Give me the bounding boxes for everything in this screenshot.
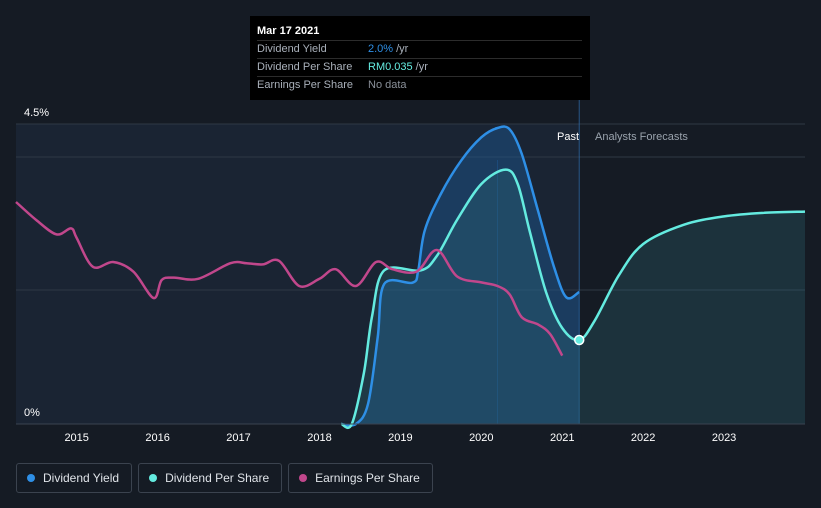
axes: 2015 2016 2017 2018 2019 2020 2021 2022 2023 4.5%…: [16, 107, 805, 444]
tooltip: Mar 17 2021 Dividend Yield 2.0% /yr Divi…: [250, 16, 590, 100]
x-tick-label: 2017: [226, 432, 250, 444]
tooltip-row-value: 2.0%: [368, 43, 394, 55]
markers: [573, 334, 585, 346]
earnings-per-share-line: [15, 201, 564, 357]
tooltip-row-unit: /yr: [396, 43, 409, 55]
x-tick-label: 2018: [307, 432, 331, 444]
legend-label: Dividend Yield: [43, 471, 120, 485]
past-label: Past: [557, 131, 579, 143]
analysts-forecasts-label: Analysts Forecasts: [595, 131, 688, 143]
series-lines: [15, 125, 806, 430]
legend-label: Dividend Per Share: [165, 471, 270, 485]
tooltip-row-label: Earnings Per Share: [257, 79, 353, 91]
legend-dot-icon: [299, 474, 308, 482]
y-axis-bottom-label: 0%: [24, 407, 40, 419]
x-tick-label: 2021: [550, 432, 574, 444]
dividend-per-share-line: [340, 168, 806, 430]
x-tick-label: 2020: [469, 432, 493, 444]
y-axis-top-label: 4.5%: [24, 107, 49, 119]
legend-item-dividend-yield[interactable]: Dividend Yield: [16, 463, 133, 493]
tooltip-row-label: Dividend Per Share: [257, 61, 353, 73]
legend: Dividend Yield Dividend Per Share Earnin…: [16, 463, 439, 493]
dividend-yield-line: [341, 125, 580, 427]
highlight-point: [573, 334, 585, 346]
x-tick-label: 2016: [145, 432, 169, 444]
legend-item-earnings-per-share[interactable]: Earnings Per Share: [288, 463, 433, 493]
tooltip-row-unit: /yr: [415, 61, 428, 73]
legend-dot-icon: [27, 474, 35, 482]
tooltip-date: Mar 17 2021: [257, 25, 320, 37]
tooltip-row-value: RM0.035: [368, 61, 413, 73]
tooltip-row-label: Dividend Yield: [257, 43, 327, 55]
dividend-per-share-area: [341, 169, 805, 428]
past-region-background: [16, 124, 580, 424]
tooltip-row-dividend-yield: Dividend Yield 2.0% /yr: [257, 40, 582, 58]
tooltip-row-value: No data: [368, 79, 407, 91]
series-areas: [341, 126, 805, 428]
x-tick-label: 2015: [64, 432, 88, 444]
x-tick-label: 2022: [631, 432, 655, 444]
legend-label: Earnings Per Share: [315, 471, 420, 485]
x-tick-label: 2023: [712, 432, 736, 444]
legend-dot-icon: [149, 474, 158, 482]
tooltip-row-dividend-per-share: Dividend Per Share RM0.035 /yr: [257, 58, 582, 76]
x-tick-label: 2019: [388, 432, 412, 444]
legend-item-dividend-per-share[interactable]: Dividend Per Share: [138, 463, 283, 493]
dividend-yield-area: [341, 126, 580, 426]
tooltip-row-earnings-per-share: Earnings Per Share No data: [257, 76, 582, 94]
